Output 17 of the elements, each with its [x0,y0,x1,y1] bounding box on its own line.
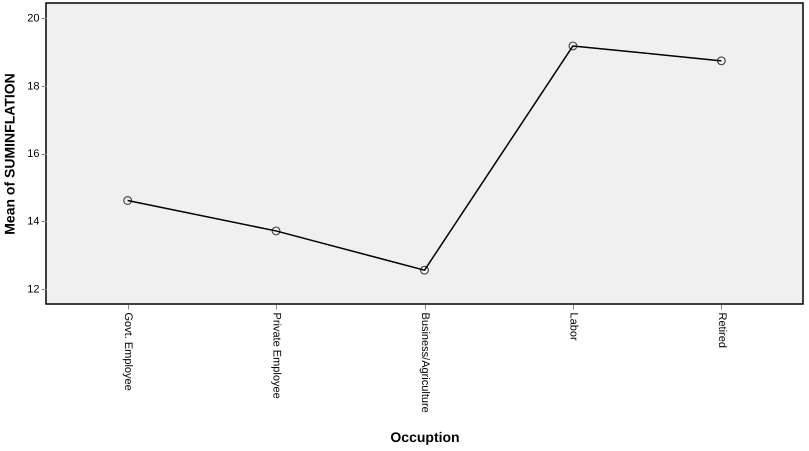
x-tick-label: Business/Agriculture [419,312,431,413]
y-axis-title: Mean of SUMINFLATION [1,73,18,235]
point [123,196,132,205]
x-tick-label: Retired [716,312,728,348]
point [272,226,281,236]
y-tick-label: 12 [27,283,40,296]
x-tick-label: Private Employee [270,312,283,399]
point [716,56,726,66]
y-tick-label: 18 [27,80,40,92]
x-tick-label: Labor [567,312,580,341]
point [420,266,429,275]
y-tick-label: 16 [27,148,40,160]
y-tick-label: 20 [27,12,40,25]
x-tick-label: Govt. Employee [122,312,134,391]
point [568,41,578,50]
x-axis-title: Occuption [390,428,460,445]
y-tick-label: 14 [27,216,40,228]
